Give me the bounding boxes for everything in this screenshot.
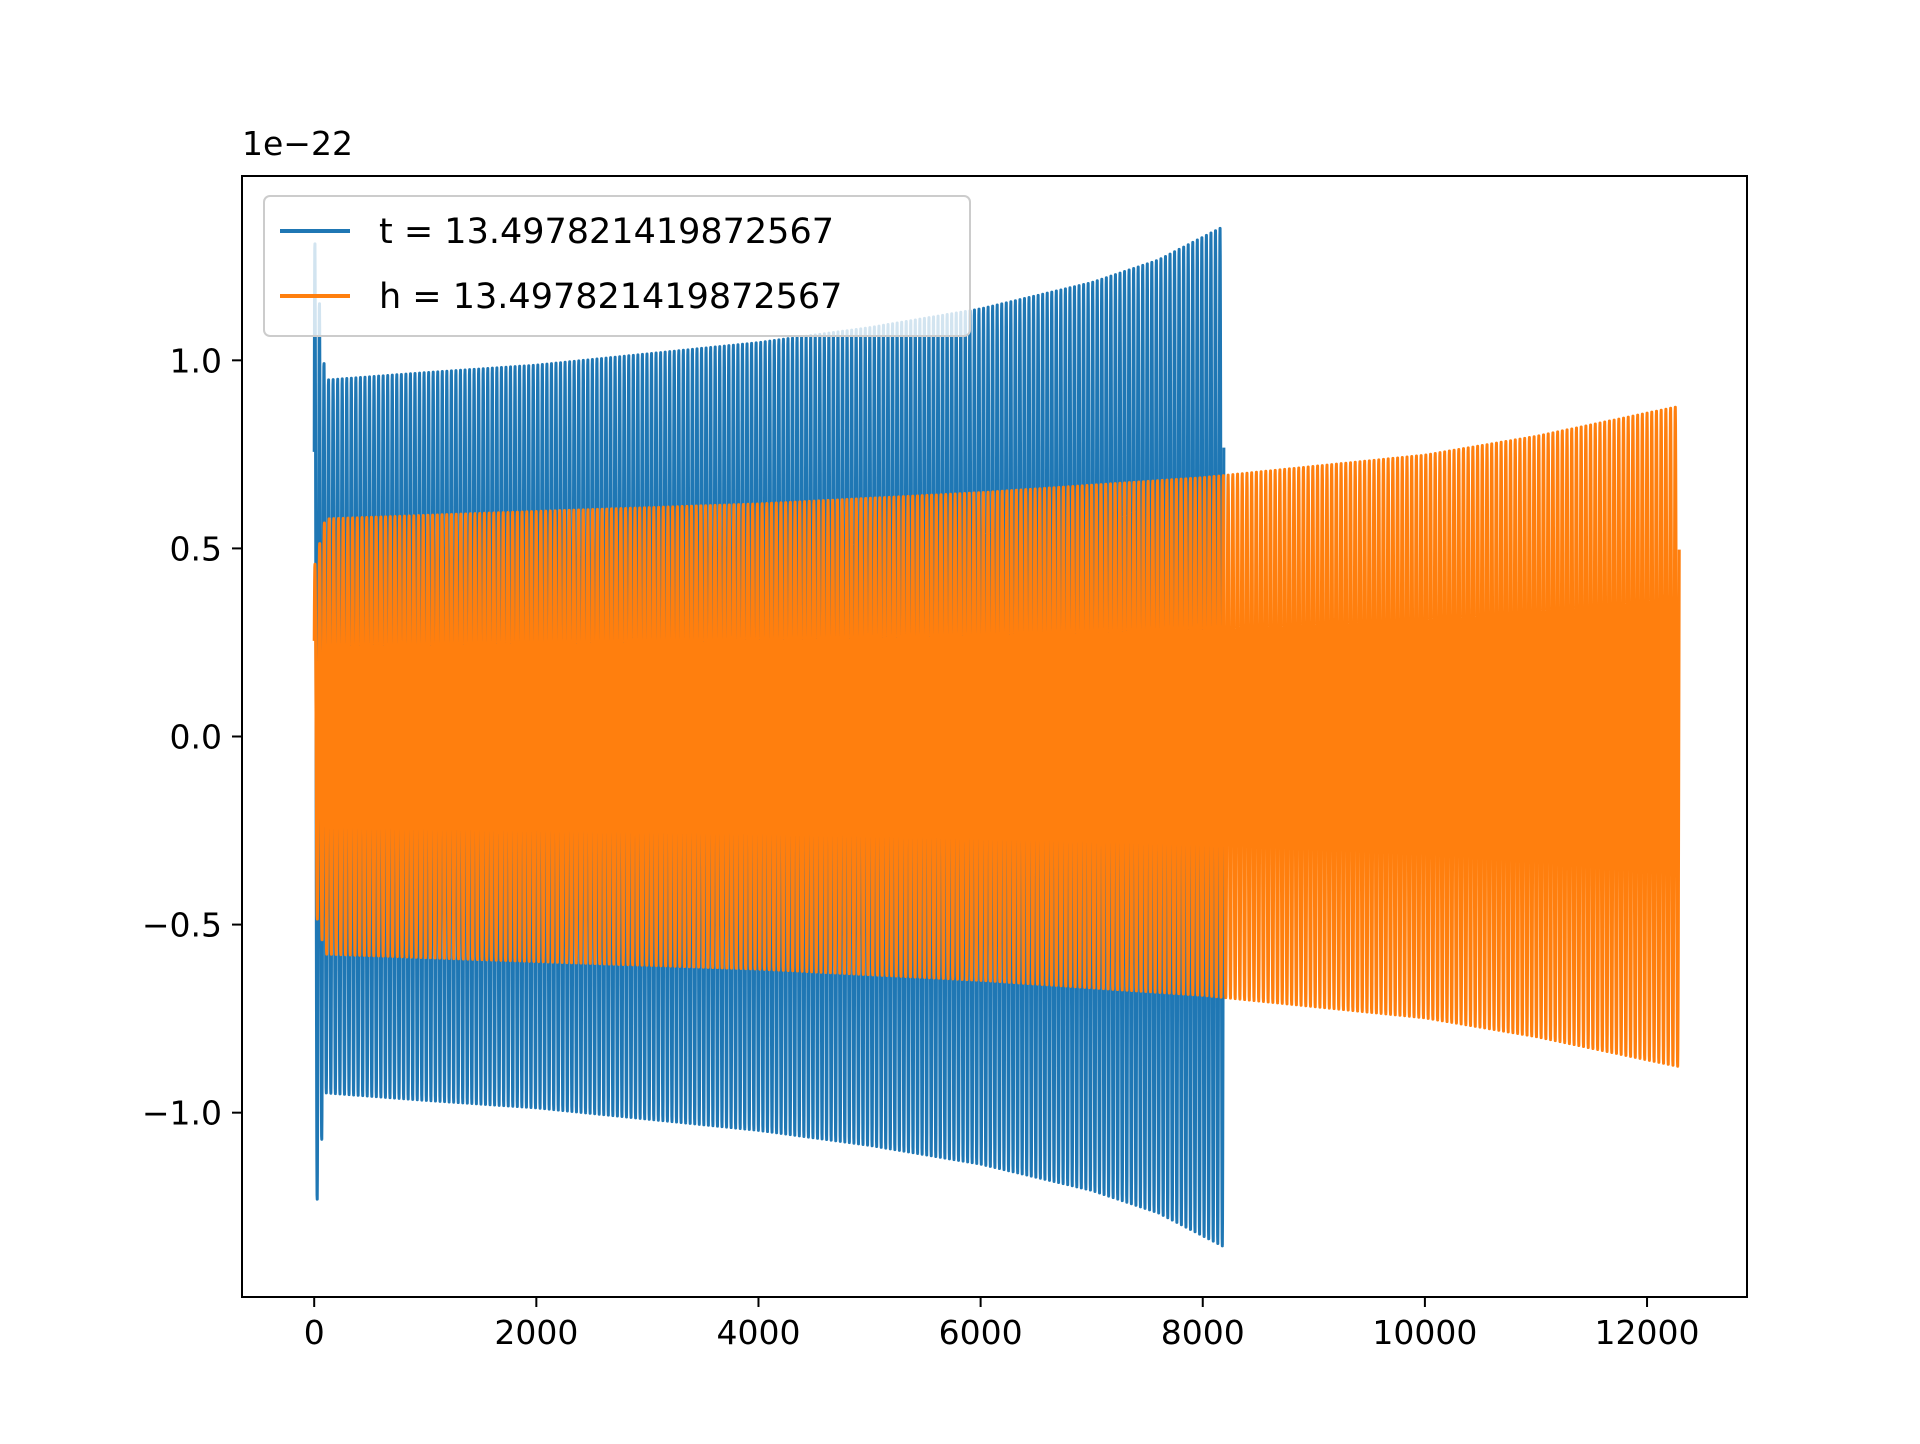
- plot-series-layer: [312, 226, 1681, 1248]
- y-tick-label: 0.0: [170, 718, 222, 757]
- x-axis: 0 2000 4000 6000 8000 10000 12000: [304, 1297, 1700, 1352]
- x-tick-label: 12000: [1595, 1313, 1700, 1352]
- x-tick-label: 8000: [1161, 1313, 1245, 1352]
- y-tick-label: −0.5: [142, 906, 222, 945]
- y-axis-offset-label: 1e−22: [242, 124, 353, 163]
- y-axis: −1.0 −0.5 0.0 0.5 1.0: [142, 341, 242, 1133]
- y-tick-label: 0.5: [170, 529, 222, 568]
- legend-label: h = 13.497821419872567: [379, 277, 842, 317]
- x-tick-label: 2000: [494, 1313, 578, 1352]
- x-tick-label: 4000: [716, 1313, 800, 1352]
- legend-label: t = 13.497821419872567: [379, 212, 834, 252]
- x-tick-label: 0: [304, 1313, 325, 1352]
- x-tick-label: 10000: [1372, 1313, 1477, 1352]
- y-tick-label: 1.0: [170, 341, 222, 380]
- series-line-2: [312, 405, 1681, 1068]
- legend: t = 13.497821419872567 h = 13.49782141987…: [263, 195, 971, 337]
- y-tick-label: −1.0: [142, 1094, 222, 1133]
- x-tick-label: 6000: [939, 1313, 1023, 1352]
- legend-box: [263, 195, 971, 337]
